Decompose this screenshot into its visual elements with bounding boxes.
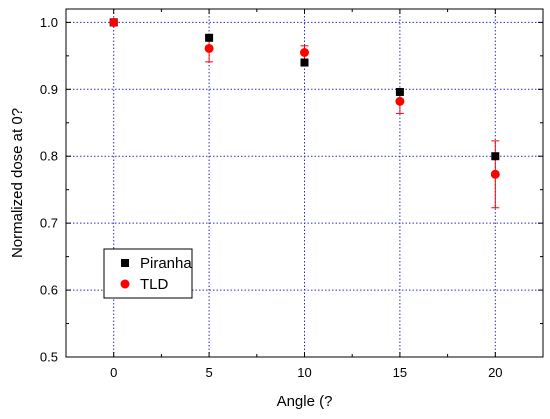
y-tick-label-2: 0.7 — [40, 216, 58, 231]
x-tick-label-4: 20 — [488, 365, 502, 380]
x-tick-label-3: 15 — [393, 365, 407, 380]
tld-point-4 — [490, 169, 500, 179]
data-markers — [109, 17, 500, 179]
y-tick-label-0: 0.5 — [40, 350, 58, 365]
legend: Piranha TLD — [103, 248, 193, 299]
y-tick-label-3: 0.8 — [40, 149, 58, 164]
x-tick-label-1: 5 — [205, 365, 212, 380]
tld-point-2 — [300, 48, 309, 57]
tld-point-3 — [395, 96, 405, 106]
axis-ticks: 0 5 10 15 20 0.5 0.6 0.7 0.8 0.9 1.0 — [40, 9, 543, 380]
y-tick-label-1: 0.6 — [40, 283, 58, 298]
x-tick-label-0: 0 — [110, 365, 117, 380]
error-bars — [205, 34, 500, 209]
legend-box — [103, 248, 193, 299]
piranha-point-2 — [300, 58, 309, 67]
legend-marker-tld — [120, 279, 130, 289]
x-tick-label-2: 10 — [297, 365, 311, 380]
x-axis-label: Angle (? — [277, 393, 333, 410]
legend-marker-piranha — [121, 259, 129, 267]
legend-label-1: TLD — [140, 276, 169, 293]
piranha-point-1 — [205, 33, 214, 42]
y-axis-label: Normalized dose at 0? — [9, 108, 26, 258]
tld-point-0 — [109, 17, 119, 27]
piranha-point-3 — [395, 87, 404, 96]
y-tick-label-4: 0.9 — [40, 82, 58, 97]
grid — [66, 9, 543, 357]
tld-point-1 — [204, 43, 214, 53]
piranha-point-4 — [491, 152, 500, 161]
y-tick-label-5: 1.0 — [40, 15, 58, 30]
legend-label-0: Piranha — [140, 255, 192, 272]
